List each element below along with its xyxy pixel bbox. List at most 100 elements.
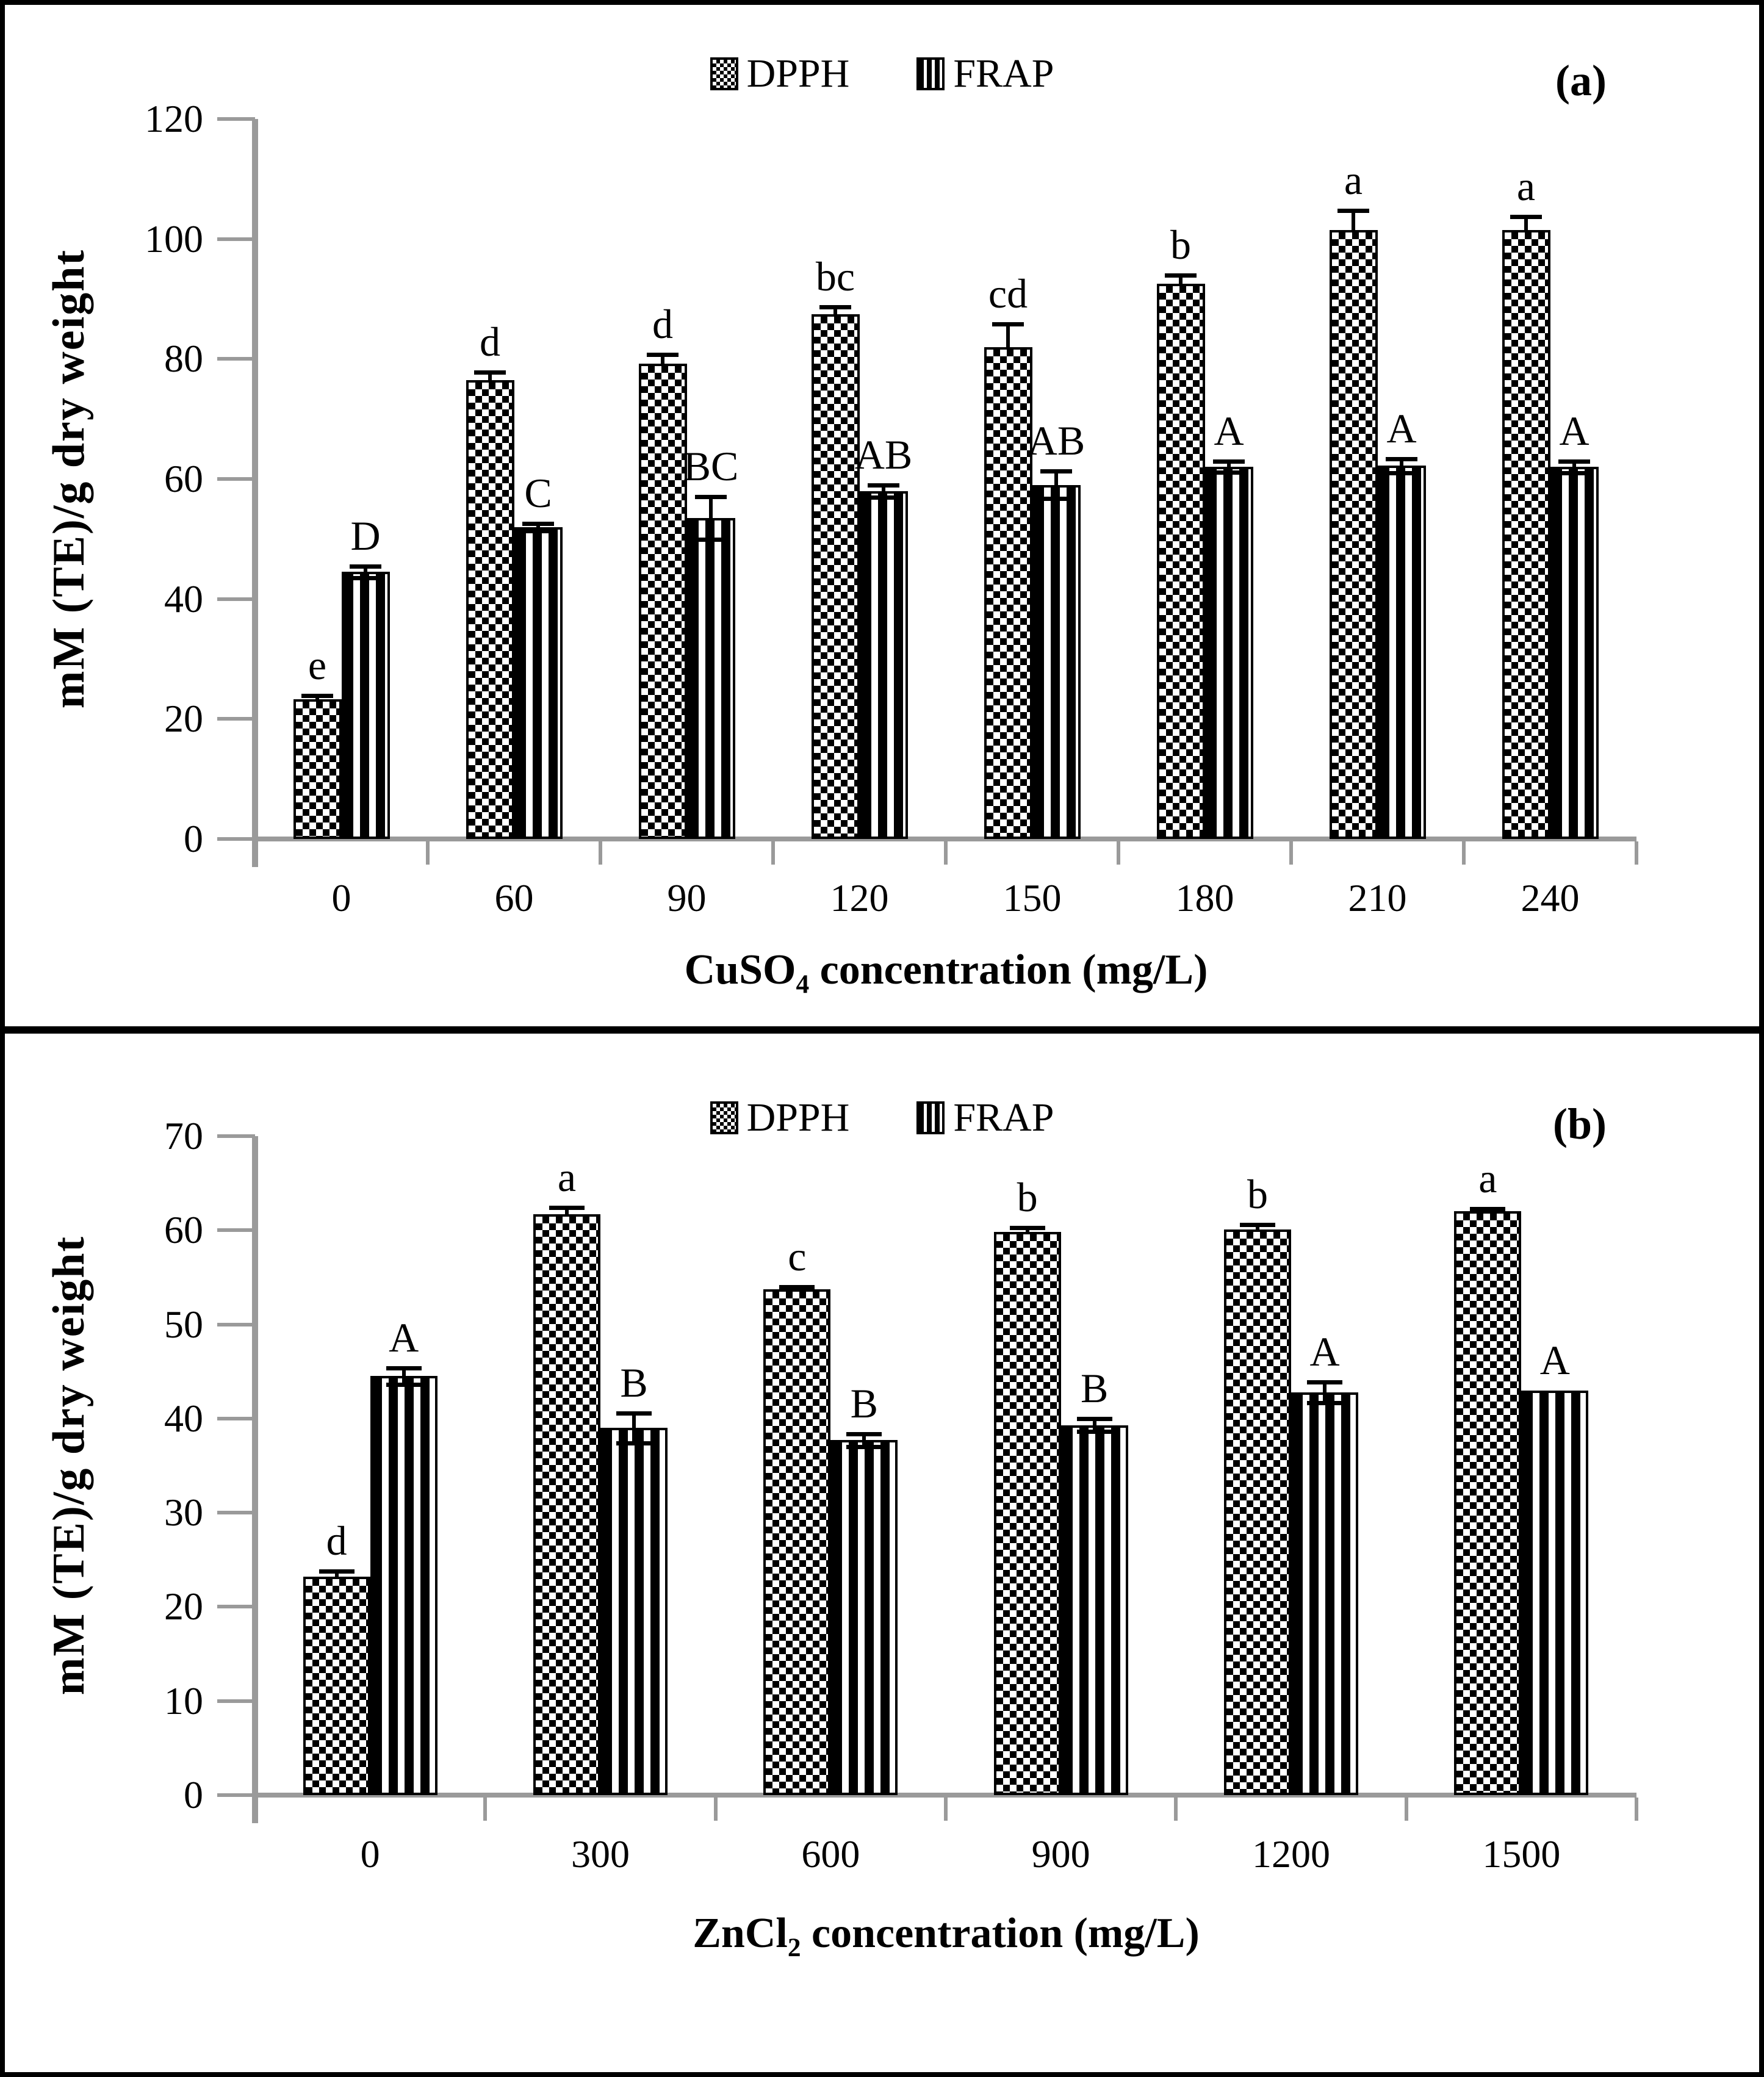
error-bar-line: [1179, 275, 1183, 284]
x-tick-label: 0: [360, 1832, 380, 1876]
y-tick-label: 10: [164, 1679, 203, 1722]
error-bar-cap: [301, 693, 333, 698]
x-tick-label: 0: [331, 876, 351, 920]
legend-item-dpph: DPPH: [710, 51, 850, 96]
sig-letter: d: [480, 318, 500, 365]
error-bar-cap: [386, 1366, 422, 1370]
frap-pattern-swatch-icon: [916, 57, 945, 90]
sig-letter: a: [1478, 1154, 1497, 1201]
x-tick-label: 90: [667, 876, 707, 920]
x-axis-tick: [1462, 841, 1466, 865]
error-bar-line: [1092, 1418, 1096, 1432]
sig-letter: B: [1080, 1364, 1109, 1411]
error-bar-cap: [695, 494, 727, 499]
legend-label-frap: FRAP: [953, 51, 1054, 96]
bar-frap-300: [600, 1428, 668, 1795]
error-bar-cap: [474, 370, 506, 375]
error-bar-line: [1323, 1381, 1327, 1403]
error-bar-line: [364, 566, 367, 578]
legend-b: DPPH FRAP: [5, 1098, 1759, 1138]
y-axis-tick: [217, 1134, 255, 1138]
y-tick-label: 100: [145, 217, 203, 261]
error-bar-cap: [1040, 497, 1072, 502]
error-bar-cap: [1165, 273, 1197, 278]
sig-letter: c: [788, 1233, 807, 1280]
error-bar-cap: [1386, 456, 1417, 461]
error-bar-cap: [1076, 1416, 1112, 1421]
bar-frap-0: [370, 1376, 437, 1795]
x-tick-label: 210: [1348, 876, 1407, 920]
bar-frap-900: [1060, 1425, 1128, 1795]
sig-letter: A: [1559, 407, 1589, 454]
x-axis-tick: [1635, 1798, 1638, 1821]
x-axis-title-a-sub: 4: [796, 970, 810, 999]
bar-frap-210: [1377, 466, 1426, 839]
error-bar-cap: [1076, 1430, 1112, 1434]
x-axis-tick: [1404, 1798, 1408, 1821]
x-axis-tick: [1117, 841, 1120, 865]
error-bar-cap: [616, 1441, 652, 1445]
bar-dpph-60: [466, 380, 514, 839]
x-axis-title-a-main: CuSO: [684, 946, 796, 993]
error-bar-cap: [868, 495, 899, 500]
x-axis-tick: [944, 1798, 948, 1821]
sig-letter: B: [850, 1380, 878, 1427]
error-bar-cap: [819, 304, 851, 309]
dpph-pattern-swatch-icon: [710, 57, 738, 90]
sig-letter: A: [1309, 1328, 1340, 1375]
bar-dpph-0: [293, 699, 342, 839]
error-bar-cap: [992, 322, 1024, 327]
x-tick-label: 900: [1031, 1832, 1090, 1876]
bar-frap-1500: [1521, 1390, 1589, 1795]
error-bar-cap: [846, 1445, 882, 1450]
x-axis-tick: [1174, 1798, 1178, 1821]
sig-letter: BC: [683, 442, 739, 489]
error-bar-cap: [350, 564, 381, 569]
bar-dpph-600: [763, 1289, 831, 1795]
dpph-pattern-swatch-icon: [710, 1101, 738, 1134]
legend-item-dpph: DPPH: [710, 1095, 850, 1140]
legend-label-frap: FRAP: [953, 1095, 1054, 1140]
x-axis-title-b: ZnCl2 concentration (mg/L): [133, 1911, 1759, 1970]
error-bar-line: [1572, 461, 1576, 473]
legend-label-dpph: DPPH: [746, 51, 850, 96]
error-bar-cap: [1558, 459, 1590, 464]
y-tick-label: 70: [164, 1114, 203, 1157]
error-bar-cap: [868, 483, 899, 488]
sig-letter: bc: [815, 253, 855, 300]
sig-letter: B: [620, 1359, 648, 1406]
bar-dpph-1200: [1224, 1229, 1291, 1795]
legend-a: DPPH FRAP: [5, 54, 1759, 94]
error-bar-cap: [1009, 1225, 1045, 1230]
x-axis-title-b-main: ZnCl: [693, 1910, 788, 1957]
y-axis-tick: [217, 1322, 255, 1326]
error-bar-cap: [779, 1284, 815, 1289]
bar-dpph-300: [533, 1214, 600, 1795]
error-bar-cap: [319, 1569, 355, 1574]
error-bar-cap: [1386, 471, 1417, 476]
x-axis-tick: [426, 841, 430, 865]
error-bar-line: [862, 1433, 866, 1447]
y-tick-label: 40: [164, 1396, 203, 1440]
error-bar-cap: [1558, 471, 1590, 476]
legend-label-dpph: DPPH: [746, 1095, 850, 1140]
sig-letter: A: [389, 1314, 419, 1361]
x-tick-label: 120: [830, 876, 889, 920]
y-tick-label: 30: [164, 1491, 203, 1535]
x-axis-title-a-rest: concentration (mg/L): [809, 946, 1208, 993]
error-bar-cap: [1510, 215, 1542, 220]
x-tick-label: 600: [801, 1832, 860, 1876]
error-bar-line: [488, 372, 492, 380]
bar-frap-600: [830, 1440, 898, 1795]
x-tick-label: 1200: [1252, 1832, 1330, 1876]
y-axis-tick: [217, 1511, 255, 1515]
y-tick-label: 80: [164, 337, 203, 381]
error-bar-line: [709, 496, 713, 540]
x-axis-title-a: CuSO4 concentration (mg/L): [133, 948, 1759, 1007]
y-tick-label: 120: [145, 97, 203, 140]
y-axis-tick: [217, 477, 255, 481]
x-axis-tick: [1635, 841, 1638, 865]
y-tick-label: 60: [164, 457, 203, 500]
error-bar-cap: [549, 1206, 585, 1211]
